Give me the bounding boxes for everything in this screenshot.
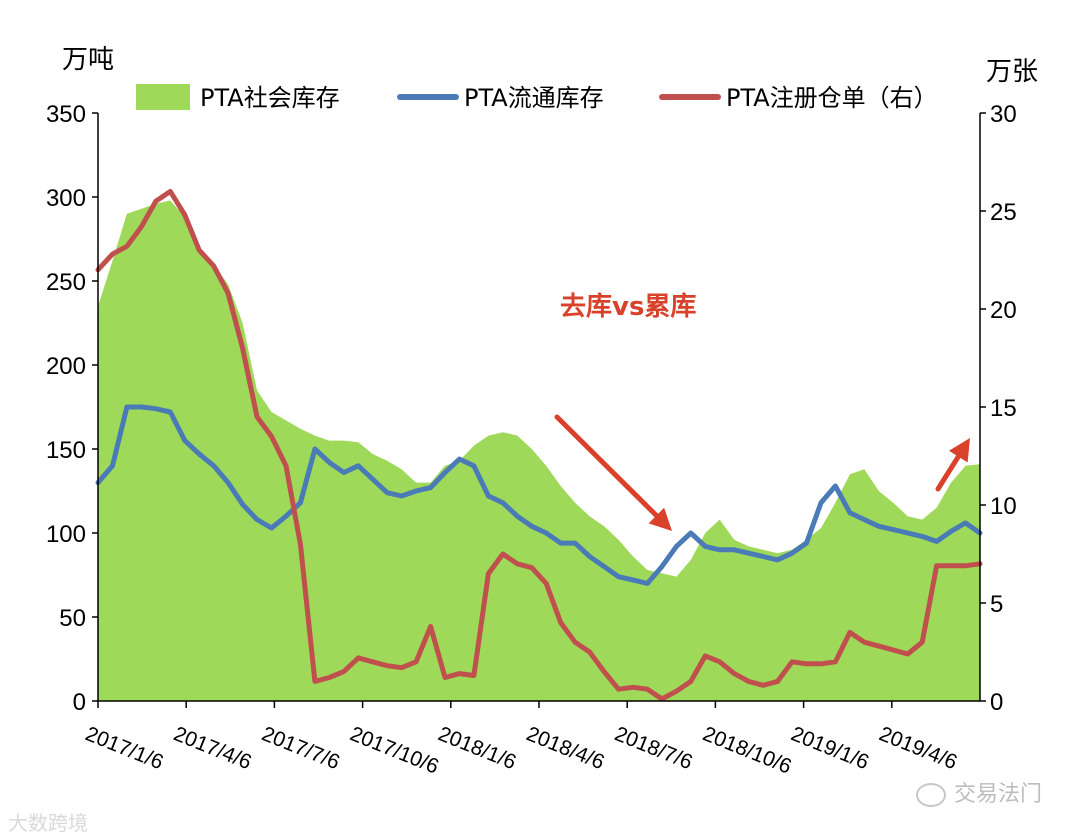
wechat-icon — [915, 783, 946, 807]
annotation-text: 去库vs累库 — [560, 292, 696, 322]
y-left-tick-label: 0 — [73, 689, 86, 716]
x-tick-label: 2018/10/6 — [700, 722, 795, 778]
y-right-tick-label: 10 — [990, 493, 1017, 520]
y-left-tick-label: 100 — [46, 521, 86, 548]
x-tick-label: 2019/1/6 — [788, 722, 872, 774]
x-tick-label: 2017/10/6 — [347, 722, 442, 778]
y-right-tick-label: 25 — [990, 199, 1017, 226]
y-left-unit: 万吨 — [62, 45, 114, 75]
legend-swatch-area — [136, 84, 190, 110]
y-left-tick-label: 200 — [46, 353, 86, 380]
y-left-tick-label: 350 — [46, 101, 86, 128]
up-arrow — [935, 438, 970, 492]
x-tick-label: 2018/4/6 — [523, 722, 607, 774]
x-tick-label: 2017/1/6 — [82, 722, 166, 774]
y-right-tick-label: 30 — [990, 101, 1017, 128]
x-tick-label: 2018/7/6 — [611, 722, 695, 774]
series-line-1 — [95, 404, 983, 586]
x-tick-label: 2017/4/6 — [170, 722, 254, 774]
down-arrow — [554, 414, 672, 531]
up-arrow-head — [948, 438, 970, 463]
x-tick-label: 2018/1/6 — [435, 722, 519, 774]
y-left-tick-label: 250 — [46, 269, 86, 296]
y-right-tick-label: 0 — [990, 689, 1003, 716]
y-right-tick-label: 5 — [990, 591, 1003, 618]
down-arrow-head — [648, 507, 672, 531]
y-right-unit: 万张 — [986, 57, 1038, 87]
y-right-tick-label: 15 — [990, 395, 1017, 422]
x-tick-label: 2019/4/6 — [876, 722, 960, 774]
legend: PTA社会库存 PTA流通库存 PTA注册仓单（右） — [136, 84, 938, 112]
down-arrow-shaft — [554, 414, 659, 519]
watermark-right-text: 交易法门 — [953, 782, 1042, 807]
x-tick-label: 2017/7/6 — [259, 722, 343, 774]
watermark-left-text: 大数跨境 — [8, 811, 88, 835]
y-left-tick-label: 50 — [59, 605, 86, 632]
y-left-tick-label: 300 — [46, 185, 86, 212]
up-arrow-shaft — [935, 454, 961, 492]
legend-label: PTA社会库存 — [200, 84, 340, 112]
social-inventory-area-layer — [98, 200, 980, 701]
y-right-tick-label: 20 — [990, 297, 1017, 324]
legend-label: PTA流通库存 — [464, 84, 604, 112]
y-left-tick-label: 150 — [46, 437, 86, 464]
legend-label: PTA注册仓单（右） — [726, 84, 938, 112]
series-lines-layer — [95, 188, 983, 702]
watermark-left: 大数跨境 — [8, 807, 88, 836]
annotation-layer: 去库vs累库 — [554, 292, 970, 531]
series-line-2 — [95, 188, 983, 702]
series-area-0 — [98, 200, 980, 701]
watermark-right: 交易法门 — [915, 776, 1042, 808]
